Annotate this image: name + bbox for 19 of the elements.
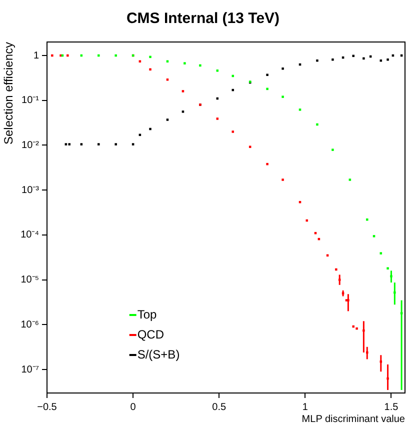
y-tick-label: 10⁻⁵ <box>20 274 39 286</box>
y-axis-title: Selection efficiency <box>2 42 16 145</box>
y-tick-label: 10⁻² <box>22 140 40 151</box>
y-tick-label: 1 <box>33 50 40 62</box>
y-tick-label: 10⁻⁴ <box>20 230 39 241</box>
x-axis-title: MLP discriminant value <box>302 414 406 425</box>
x-tick-label: 1.5 <box>384 402 399 413</box>
x-tick-label: 0 <box>130 402 136 413</box>
legend-label: S/(S+B) <box>137 347 180 362</box>
y-tick-label: 10⁻⁶ <box>20 319 39 330</box>
y-tick-label: 10⁻¹ <box>22 95 40 106</box>
y-tick-label: 10⁻³ <box>22 184 40 196</box>
legend-label: Top <box>137 307 158 322</box>
chart-title: CMS Internal (13 TeV) <box>126 10 280 28</box>
x-tick-label: 1 <box>302 402 308 413</box>
y-tick-label: 10⁻⁷ <box>21 364 40 376</box>
x-tick-label: 0.5 <box>212 402 226 413</box>
legend-label: QCD <box>137 327 164 342</box>
x-tick-label: −0.5 <box>37 402 58 413</box>
